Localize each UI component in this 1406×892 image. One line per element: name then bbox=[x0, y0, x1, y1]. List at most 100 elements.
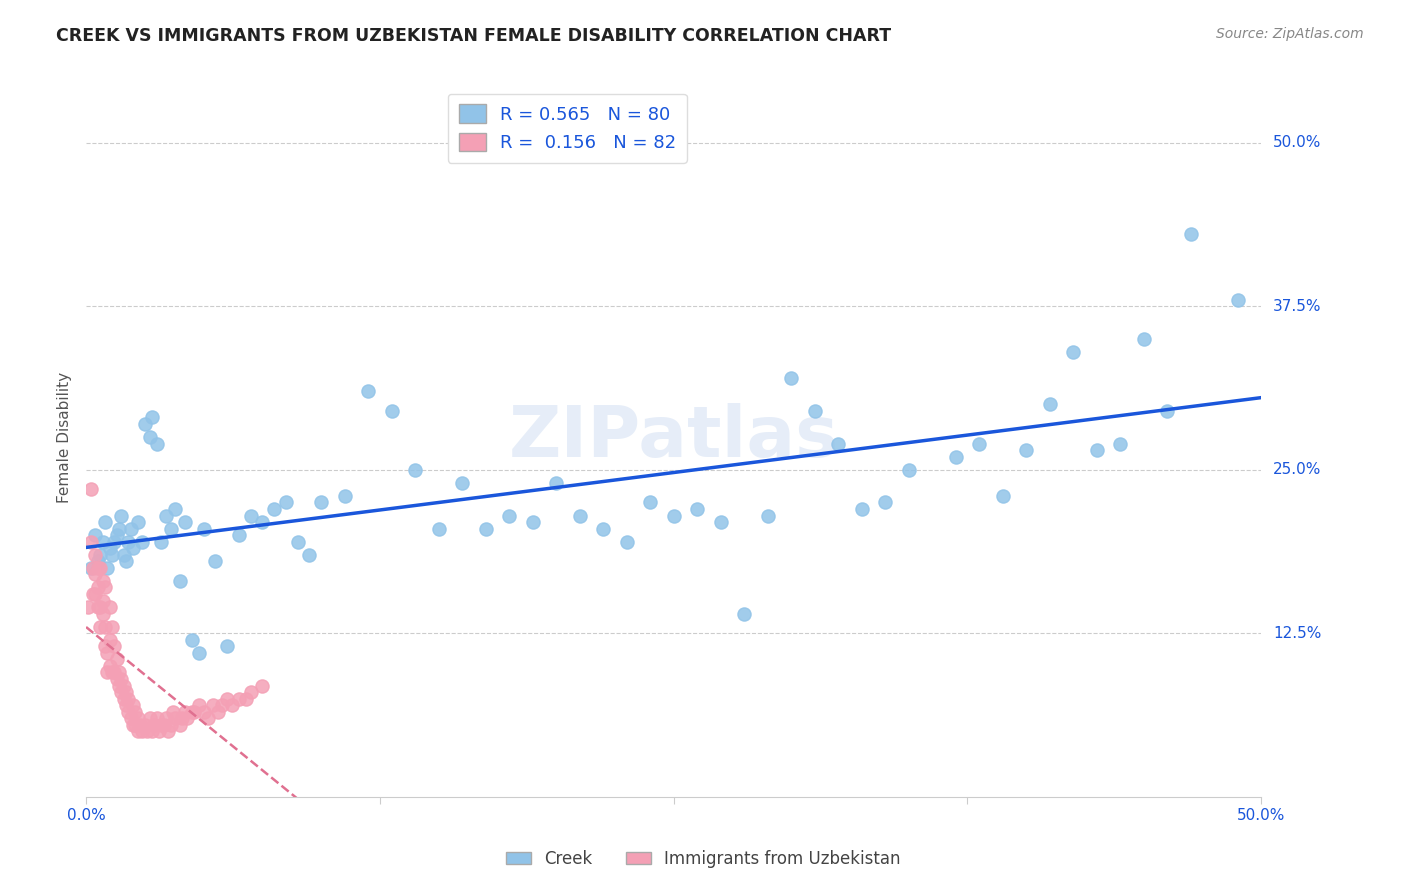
Point bbox=[204, 554, 226, 568]
Point bbox=[1132, 332, 1154, 346]
Point bbox=[1015, 443, 1038, 458]
Point bbox=[1226, 293, 1249, 307]
Point bbox=[176, 711, 198, 725]
Point bbox=[150, 534, 173, 549]
Point bbox=[756, 508, 779, 523]
Point bbox=[211, 698, 233, 713]
Point bbox=[207, 705, 229, 719]
Point bbox=[87, 561, 110, 575]
Point bbox=[112, 679, 135, 693]
Point bbox=[120, 711, 142, 725]
Point bbox=[287, 534, 309, 549]
Text: Source: ZipAtlas.com: Source: ZipAtlas.com bbox=[1216, 27, 1364, 41]
Point bbox=[131, 534, 153, 549]
Point bbox=[103, 640, 125, 654]
Point bbox=[96, 665, 118, 680]
Point bbox=[110, 685, 132, 699]
Point bbox=[141, 410, 163, 425]
Point bbox=[546, 475, 568, 490]
Point bbox=[187, 646, 209, 660]
Point bbox=[115, 685, 138, 699]
Point bbox=[252, 679, 274, 693]
Point bbox=[87, 600, 110, 615]
Point bbox=[592, 522, 614, 536]
Point bbox=[108, 522, 131, 536]
Point bbox=[1039, 397, 1062, 411]
Point bbox=[180, 632, 202, 647]
Text: ZIPatlas: ZIPatlas bbox=[509, 402, 839, 472]
Point bbox=[122, 718, 145, 732]
Point bbox=[155, 508, 177, 523]
Point bbox=[94, 640, 117, 654]
Point bbox=[82, 561, 104, 575]
Point bbox=[129, 718, 152, 732]
Point bbox=[87, 581, 110, 595]
Point bbox=[1109, 436, 1132, 450]
Point bbox=[103, 534, 125, 549]
Point bbox=[217, 640, 239, 654]
Point bbox=[80, 534, 103, 549]
Point bbox=[662, 508, 685, 523]
Point bbox=[155, 711, 177, 725]
Point bbox=[710, 515, 733, 529]
Point bbox=[112, 691, 135, 706]
Point bbox=[110, 508, 132, 523]
Point bbox=[568, 508, 591, 523]
Point bbox=[1085, 443, 1108, 458]
Point bbox=[803, 404, 825, 418]
Point bbox=[117, 534, 139, 549]
Point bbox=[474, 522, 496, 536]
Point bbox=[187, 698, 209, 713]
Point bbox=[101, 548, 124, 562]
Point bbox=[201, 698, 224, 713]
Point bbox=[124, 718, 146, 732]
Point bbox=[263, 502, 285, 516]
Point bbox=[159, 718, 181, 732]
Point bbox=[193, 522, 215, 536]
Point bbox=[89, 548, 111, 562]
Point bbox=[169, 718, 191, 732]
Point bbox=[357, 384, 380, 399]
Point bbox=[274, 495, 297, 509]
Point bbox=[183, 705, 205, 719]
Point bbox=[138, 711, 160, 725]
Point bbox=[134, 718, 156, 732]
Point bbox=[82, 587, 104, 601]
Point bbox=[108, 665, 131, 680]
Point bbox=[1156, 404, 1178, 418]
Point bbox=[404, 463, 426, 477]
Legend: Creek, Immigrants from Uzbekistan: Creek, Immigrants from Uzbekistan bbox=[499, 844, 907, 875]
Point bbox=[84, 528, 107, 542]
Point bbox=[115, 698, 138, 713]
Point bbox=[991, 489, 1014, 503]
Point bbox=[298, 548, 321, 562]
Point bbox=[101, 620, 124, 634]
Point bbox=[84, 548, 107, 562]
Point bbox=[733, 607, 755, 621]
Point bbox=[141, 724, 163, 739]
Point bbox=[180, 705, 202, 719]
Point bbox=[165, 711, 187, 725]
Point bbox=[94, 620, 117, 634]
Point bbox=[150, 718, 173, 732]
Point bbox=[87, 554, 110, 568]
Point bbox=[172, 711, 194, 725]
Point bbox=[162, 705, 184, 719]
Point bbox=[1062, 345, 1084, 359]
Point bbox=[136, 724, 159, 739]
Point bbox=[94, 581, 117, 595]
Y-axis label: Female Disability: Female Disability bbox=[58, 371, 72, 502]
Point bbox=[827, 436, 849, 450]
Point bbox=[105, 672, 128, 686]
Point bbox=[91, 593, 114, 607]
Point bbox=[84, 587, 107, 601]
Point bbox=[131, 724, 153, 739]
Legend: R = 0.565   N = 80, R =  0.156   N = 82: R = 0.565 N = 80, R = 0.156 N = 82 bbox=[447, 94, 688, 163]
Point bbox=[77, 600, 100, 615]
Point bbox=[780, 371, 803, 385]
Point bbox=[169, 574, 191, 588]
Point bbox=[252, 515, 274, 529]
Point bbox=[228, 528, 250, 542]
Point bbox=[143, 718, 166, 732]
Point bbox=[157, 724, 180, 739]
